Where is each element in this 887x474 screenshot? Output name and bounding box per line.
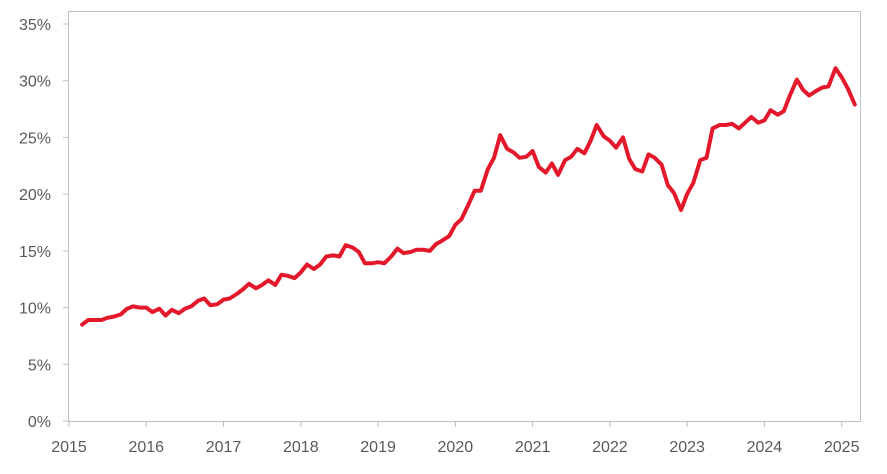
x-tick-label: 2023	[669, 439, 705, 456]
y-tick-label: 35%	[19, 17, 51, 34]
x-tick-label: 2021	[515, 439, 551, 456]
series-line	[80, 66, 857, 327]
y-tick-label: 30%	[19, 74, 51, 91]
y-tick-label: 20%	[19, 187, 51, 204]
x-tick-label: 2025	[824, 439, 860, 456]
x-tick-label: 2018	[283, 439, 319, 456]
x-tick-label: 2016	[128, 439, 164, 456]
x-tick-label: 2017	[206, 439, 242, 456]
y-tick-label: 0%	[28, 414, 51, 431]
y-axis-ticks: 0% 5% 10% 15% 20% 25% 30% 35%	[19, 17, 69, 431]
x-axis-ticks: 2015 2016 2017 2018 2019 2020 2021 2022 2023 2024…	[51, 421, 860, 456]
plot-area-frame	[68, 11, 861, 422]
x-tick-label: 2019	[360, 439, 396, 456]
y-tick-label: 10%	[19, 301, 51, 318]
y-tick-label: 25%	[19, 130, 51, 147]
x-tick-label: 2015	[51, 439, 87, 456]
y-tick-label: 5%	[28, 357, 51, 374]
series-layer	[80, 66, 857, 327]
y-tick-label: 15%	[19, 244, 51, 261]
x-tick-label: 2020	[438, 439, 474, 456]
x-tick-label: 2022	[592, 439, 628, 456]
x-tick-label: 2024	[747, 439, 783, 456]
